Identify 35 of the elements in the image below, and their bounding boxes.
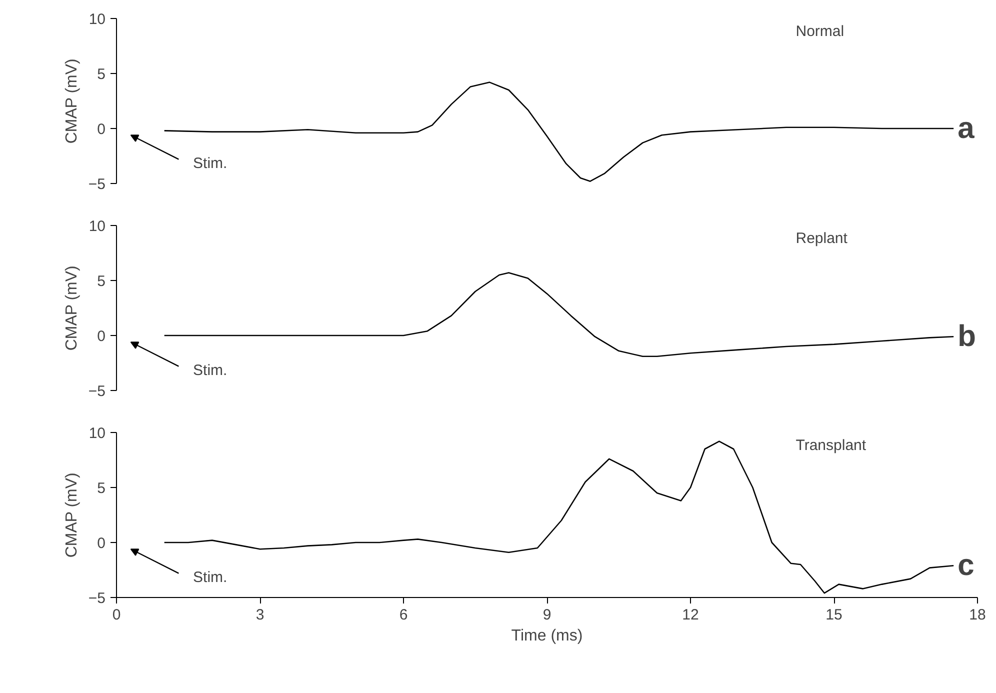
x-tick-label: 6 <box>399 606 408 624</box>
x-tick-label: 15 <box>826 606 842 624</box>
text: Replant <box>796 230 848 248</box>
y-tick-label: 10 <box>88 425 106 442</box>
y-tick-label: 5 <box>97 66 106 83</box>
line-series <box>164 440 954 594</box>
y-tick-label: 0 <box>97 121 106 138</box>
annotation: b <box>958 320 976 354</box>
annotation: a <box>958 112 975 145</box>
text: Normal <box>796 23 844 40</box>
y-tick-label: −5 <box>88 590 106 607</box>
y-tick-label: 0 <box>97 535 106 552</box>
annotation: Stim. <box>193 569 228 586</box>
y-tick-label: 5 <box>97 273 106 290</box>
text: Transplant <box>796 437 867 454</box>
y-tick-label: 0 <box>97 328 106 345</box>
y-tick-label: −5 <box>88 383 106 400</box>
y-axis-title: CMAP (mV) <box>63 472 80 558</box>
y-tick-label: 10 <box>88 11 106 28</box>
x-tick-label: 9 <box>542 606 552 624</box>
line-series <box>164 272 954 358</box>
x-tick-label: 3 <box>256 606 264 624</box>
y-axis-title: CMAP (mV) <box>63 266 80 351</box>
x-tick-label: 0 <box>112 606 121 624</box>
y-tick-label: 5 <box>97 480 106 497</box>
x-tick-label: 12 <box>682 606 699 624</box>
annotation: Stim. <box>193 362 228 380</box>
y-tick-label: −5 <box>88 176 106 193</box>
y-axis-title: CMAP (mV) <box>63 58 80 144</box>
x-tick-label: 18 <box>969 606 986 624</box>
annotation: c <box>958 549 974 582</box>
x-axis-title: Time (ms) <box>511 628 583 644</box>
line-series <box>164 82 954 182</box>
annotation: Stim. <box>193 155 228 172</box>
y-tick-label: 10 <box>88 218 106 235</box>
